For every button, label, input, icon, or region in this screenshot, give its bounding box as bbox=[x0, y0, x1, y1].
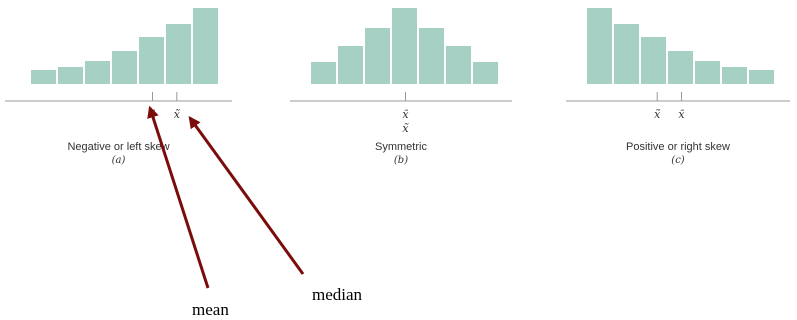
median-annotation: median bbox=[312, 285, 363, 304]
histogram-bar bbox=[338, 46, 363, 84]
histogram-bar bbox=[614, 24, 639, 84]
histogram-bar bbox=[392, 8, 417, 84]
histogram-bar bbox=[139, 37, 164, 84]
histogram-bar bbox=[31, 70, 56, 84]
histogram-bar bbox=[365, 28, 390, 84]
median-symbol: x̃ bbox=[174, 108, 181, 121]
histogram-bar bbox=[311, 62, 336, 84]
histogram-bar bbox=[419, 28, 444, 84]
median-symbol: x̃ bbox=[402, 122, 409, 135]
histogram-bar bbox=[749, 70, 774, 84]
histogram-bar bbox=[587, 8, 612, 84]
histogram-bar bbox=[58, 67, 83, 84]
histogram-bar bbox=[193, 8, 218, 84]
panel-sublabel: (c) bbox=[671, 155, 685, 166]
panel-sublabel: (b) bbox=[394, 155, 408, 166]
panel-symmetric: x̄x̃ Symmetric (b) bbox=[290, 8, 512, 166]
mean-symbol: x̄ bbox=[402, 108, 409, 121]
histogram-bar bbox=[641, 37, 666, 84]
histogram-bar bbox=[722, 67, 747, 84]
histogram-bar bbox=[668, 51, 693, 84]
panel-negative-skew: x̄ x̃Negative or left skew(a) bbox=[5, 8, 232, 166]
histogram-bar bbox=[446, 46, 471, 84]
histogram-bar bbox=[473, 62, 498, 84]
histogram-bar bbox=[695, 61, 720, 84]
panel-positive-skew: x̃ x̄ Positive or right skew (c) bbox=[566, 8, 790, 166]
panel-caption: Positive or right skew bbox=[626, 141, 730, 153]
panel-caption: Negative or left skew bbox=[67, 141, 169, 153]
median-symbol: x̃ bbox=[654, 108, 661, 121]
histogram-bar bbox=[112, 51, 137, 84]
mean-annotation: mean bbox=[192, 300, 229, 319]
histogram-bar bbox=[166, 24, 191, 84]
panel-caption: Symmetric bbox=[375, 141, 427, 153]
panel-sublabel: (a) bbox=[112, 155, 126, 166]
mean-arrow bbox=[147, 105, 210, 289]
mean-symbol: x̄ bbox=[678, 108, 685, 121]
histogram-bar bbox=[85, 61, 110, 84]
median-arrow bbox=[188, 116, 305, 275]
